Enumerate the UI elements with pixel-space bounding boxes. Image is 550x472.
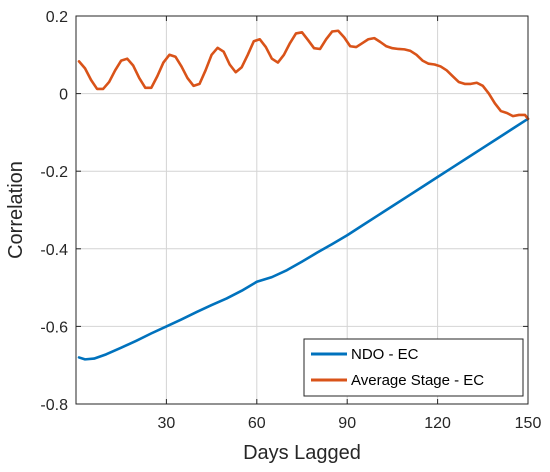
x-tick-label: 90 [338, 415, 356, 432]
y-tick-label: -0.6 [40, 319, 68, 336]
legend-label-average-stage-ec: Average Stage - EC [351, 372, 484, 389]
legend-label-ndo-ec: NDO - EC [351, 346, 419, 363]
y-axis-label: Correlation [5, 161, 27, 259]
legend: NDO - EC Average Stage - EC [303, 338, 524, 397]
y-tick-label: -0.4 [40, 242, 68, 259]
x-axis-label: Days Lagged [243, 442, 361, 464]
series-line-ndo-ec [77, 117, 530, 361]
y-tick-label: 0 [59, 87, 68, 104]
series-line-average-stage-ec [77, 29, 530, 121]
x-tick-label: 30 [158, 415, 176, 432]
series-layer [77, 29, 530, 361]
x-tick-label: 150 [515, 415, 542, 432]
x-tick-label: 120 [424, 415, 451, 432]
y-tick-label: 0.2 [46, 9, 68, 26]
y-tick-label: -0.2 [40, 164, 68, 181]
plot-frame [75, 15, 529, 405]
y-tick-label: -0.8 [40, 397, 68, 414]
tick-marks [76, 15, 529, 405]
x-tick-label: 60 [248, 415, 266, 432]
tick-labels: 30 60 90 120 150 0.2 0 -0.2 -0.4 -0.6 -0.8 [40, 9, 541, 432]
legend-box [303, 338, 524, 397]
